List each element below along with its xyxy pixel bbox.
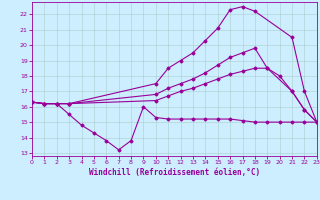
X-axis label: Windchill (Refroidissement éolien,°C): Windchill (Refroidissement éolien,°C) (89, 168, 260, 177)
